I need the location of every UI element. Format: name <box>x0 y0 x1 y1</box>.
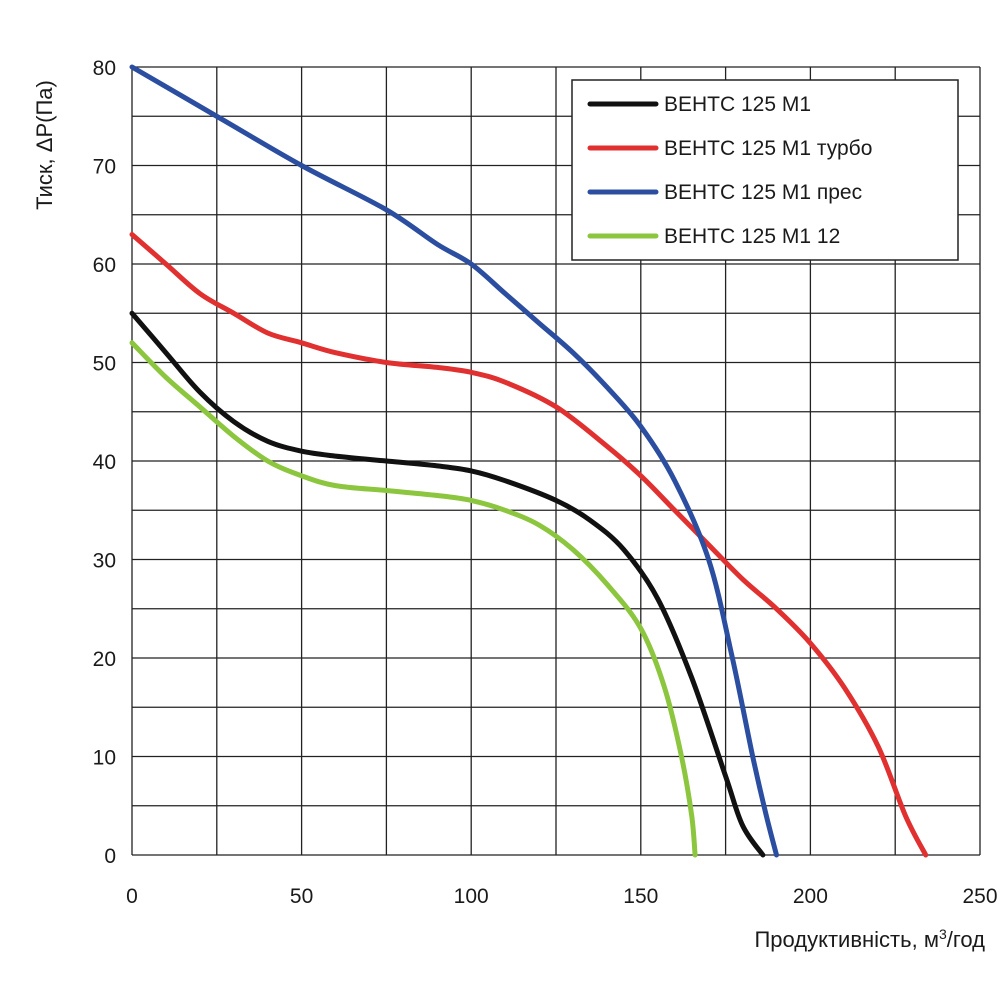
x-tick-labels: 0 50 100 150 200 250 <box>126 885 997 908</box>
x-axis-title-main: Продуктивність, м <box>754 927 939 952</box>
legend-label: ВЕНТС 125 М1 турбо <box>664 137 872 160</box>
y-tick-label: 0 <box>104 845 116 868</box>
x-tick-label: 250 <box>962 885 997 908</box>
y-tick-label: 70 <box>93 156 116 179</box>
x-tick-label: 150 <box>623 885 658 908</box>
y-tick-label: 60 <box>93 254 116 277</box>
legend-label: ВЕНТС 125 М1 прес <box>664 181 862 204</box>
x-tick-label: 100 <box>454 885 489 908</box>
x-axis-title-suffix: /год <box>947 927 985 952</box>
y-tick-label: 10 <box>93 747 116 770</box>
y-axis-title: Тиск, ΔP(Па) <box>32 80 57 210</box>
x-axis-title-sup: 3 <box>939 926 947 942</box>
y-tick-label: 30 <box>93 550 116 573</box>
y-tick-label: 80 <box>93 57 116 80</box>
x-tick-label: 200 <box>793 885 828 908</box>
series-line-3 <box>129 64 779 858</box>
series-lines <box>129 64 929 858</box>
x-tick-label: 50 <box>290 885 313 908</box>
series-line-1 <box>129 310 766 858</box>
legend: ВЕНТС 125 М1 ВЕНТС 125 М1 турбо ВЕНТС 125 … <box>571 79 959 261</box>
series-line-4 <box>129 340 698 858</box>
legend-box <box>571 79 959 261</box>
y-tick-label: 50 <box>93 353 116 376</box>
x-tick-label: 0 <box>126 885 138 908</box>
series-line-2 <box>129 232 929 858</box>
y-tick-label: 40 <box>93 451 116 474</box>
x-axis-title: Продуктивність, м3/год <box>754 926 985 952</box>
legend-label: ВЕНТС 125 М1 <box>664 93 811 116</box>
grid <box>131 66 981 856</box>
y-tick-labels: 0 10 20 30 40 50 60 70 80 <box>93 57 116 868</box>
y-tick-label: 20 <box>93 648 116 671</box>
legend-label: ВЕНТС 125 М1 12 <box>664 225 840 248</box>
